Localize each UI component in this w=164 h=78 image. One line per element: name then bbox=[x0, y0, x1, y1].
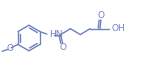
Text: O: O bbox=[6, 44, 13, 53]
Text: OH: OH bbox=[112, 24, 125, 33]
Text: O: O bbox=[59, 43, 66, 52]
Text: HN: HN bbox=[49, 30, 62, 39]
Text: O: O bbox=[97, 11, 104, 20]
